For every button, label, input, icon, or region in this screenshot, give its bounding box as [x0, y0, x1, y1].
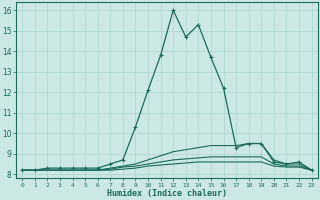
X-axis label: Humidex (Indice chaleur): Humidex (Indice chaleur) — [107, 189, 227, 198]
